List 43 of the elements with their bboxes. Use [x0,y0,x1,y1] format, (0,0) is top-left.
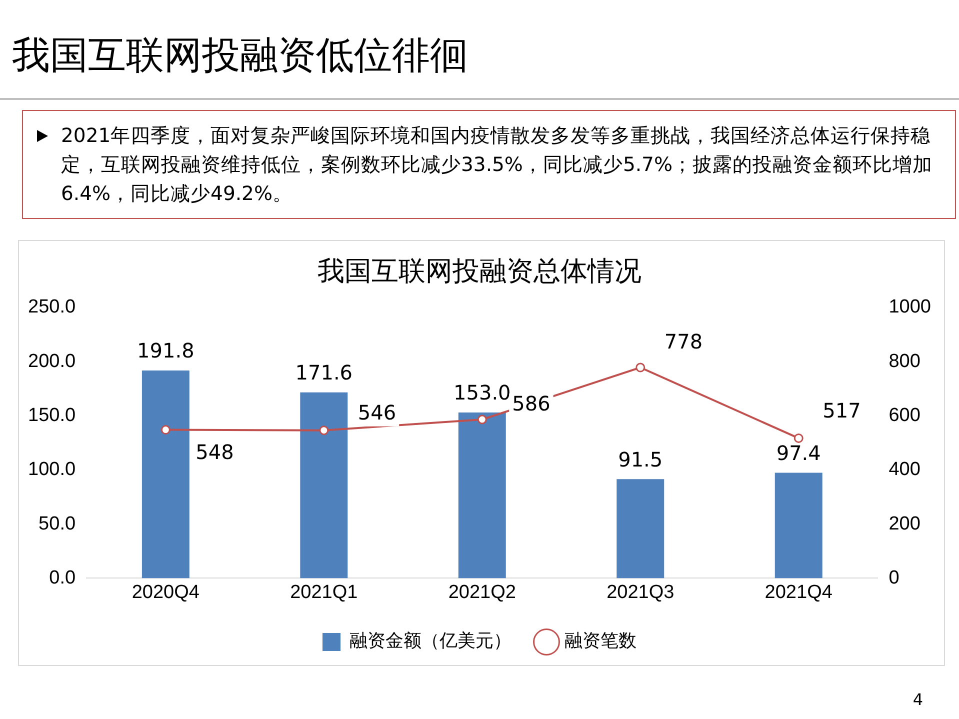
y2-tick-label: 800 [888,350,920,372]
chart-title: 我国互联网投融资总体情况 [318,256,642,288]
legend-label: 融资笔数 [564,630,636,652]
point [794,433,804,443]
data-label: 171.6 [295,360,353,385]
y2-tick-label: 600 [888,404,920,426]
text: 2021年四季度，面对复杂严峻国际环境和国内疫情散发多发等多重挑战，我国经济总体运行保持稳定，互联网投融资维持低位，案例数环比减少33.5%，同比减少5.7%；披露的投融资金额环比增加 6.4%，同比减少49.2%。 [61,124,932,205]
point [160,425,170,435]
data-label: 586 [512,392,550,416]
point [477,414,487,424]
y-tick-label: 200.0 [28,350,76,372]
y-tick-label: 0.0 [49,567,76,588]
bar [774,472,822,578]
point [636,362,646,372]
x-tick-label: 2021Q4 [764,582,833,603]
data-label: 546 [358,400,396,425]
y2-tick-label: 200 [888,513,920,534]
data-label: 548 [196,440,234,464]
y-tick-label: 50.0 [38,513,76,534]
data-label: 517 [822,398,861,422]
y2-tick-label: 0 [888,567,900,588]
bar [616,479,664,578]
point [319,426,329,436]
data-label: 153.0 [454,380,511,405]
y-tick-label: 250.0 [28,296,76,318]
y2-tick-label: 400 [888,459,920,480]
y-tick-label: 150.0 [28,404,76,426]
x-tick-label: 2021Q1 [290,582,358,603]
y2-tick-label: 1000 [888,296,932,318]
x-tick-label: 2021Q2 [448,582,516,603]
y-tick-label: 100.0 [28,459,76,480]
bar [142,370,190,578]
legend-label: 融资金额（亿美元） [350,630,512,652]
data-label: 191.8 [137,338,194,363]
x-tick-label: 2021Q3 [606,582,674,603]
data-label: 91.5 [618,447,663,472]
bar [458,412,506,578]
data-label: 778 [664,330,703,354]
x-tick-label: 2020Q4 [132,582,200,603]
text: 我国互联网投融资低位徘徊 [12,32,468,79]
bar [300,392,348,578]
text: 4 [912,690,923,709]
data-label: 97.4 [776,440,821,465]
